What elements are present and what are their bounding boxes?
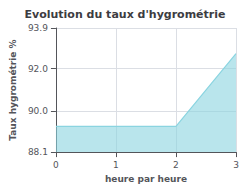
svg-text:Taux hygrométrie %: Taux hygrométrie % <box>8 39 18 140</box>
svg-text:93.9: 93.9 <box>28 23 48 33</box>
svg-text:90.0: 90.0 <box>28 106 48 116</box>
svg-text:1: 1 <box>113 160 119 170</box>
svg-text:3: 3 <box>233 160 239 170</box>
svg-text:2: 2 <box>173 160 179 170</box>
svg-text:0: 0 <box>53 160 59 170</box>
svg-text:88.1: 88.1 <box>28 147 48 157</box>
svg-text:Evolution du taux d'hygrométri: Evolution du taux d'hygrométrie <box>25 8 226 21</box>
svg-text:92.0: 92.0 <box>28 64 48 74</box>
svg-text:heure par heure: heure par heure <box>105 174 187 184</box>
